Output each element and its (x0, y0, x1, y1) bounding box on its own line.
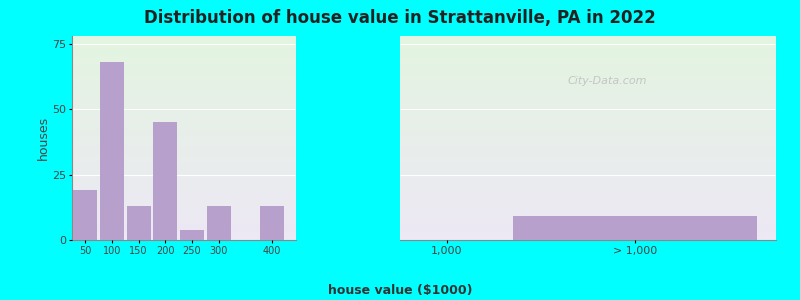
Text: Distribution of house value in Strattanville, PA in 2022: Distribution of house value in Strattanv… (144, 9, 656, 27)
Bar (74, 190, 98, 240)
Bar (180, 230, 204, 240)
Bar (100, 62, 124, 240)
Text: house value ($1000): house value ($1000) (328, 284, 472, 297)
Bar (513, 217, 757, 240)
Bar (260, 206, 284, 240)
Bar (154, 122, 178, 240)
Bar (126, 206, 150, 240)
Text: City-Data.com: City-Data.com (567, 76, 646, 86)
Bar (206, 206, 230, 240)
Y-axis label: houses: houses (37, 116, 50, 160)
